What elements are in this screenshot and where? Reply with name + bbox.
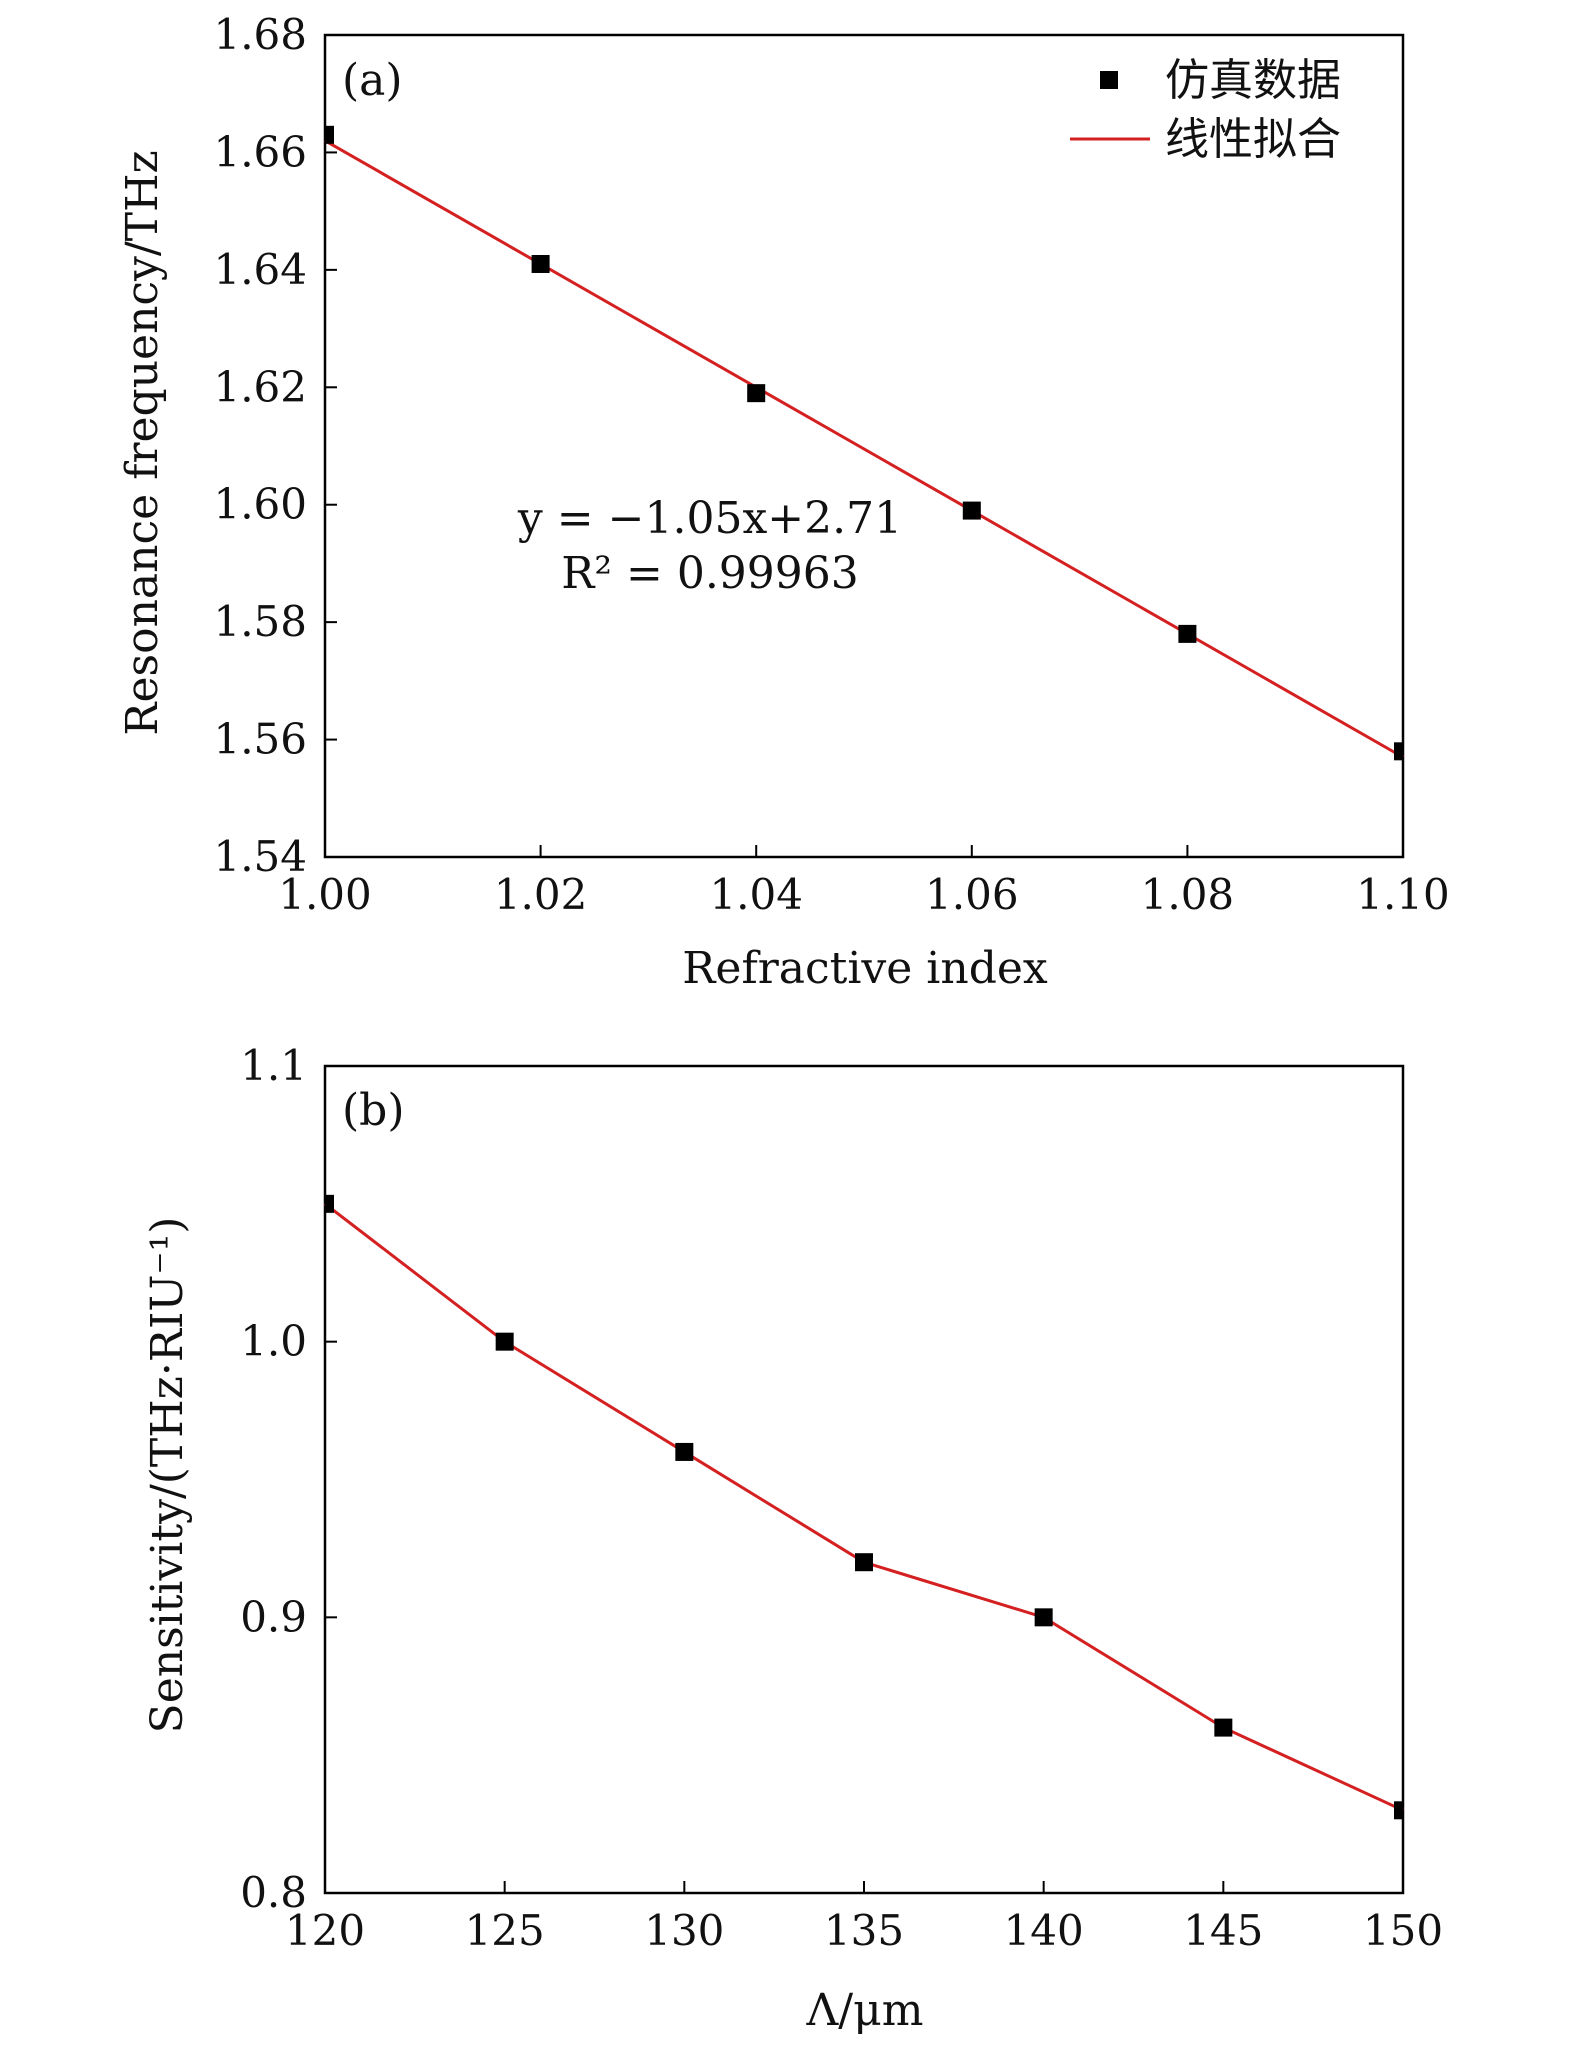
panel-b-x-tick-label: 150 xyxy=(1363,1906,1443,1955)
fit-equation: y = −1.05x+2.71 xyxy=(517,493,902,544)
panel-b-y-axis-title: Sensitivity/(THz·RIU⁻¹) xyxy=(142,1217,193,1734)
panel-a-y-tick-label: 1.54 xyxy=(213,832,307,881)
panel-a-x-tick-label: 1.00 xyxy=(278,870,372,919)
panel-b-x-tick-label: 140 xyxy=(1004,1906,1084,1955)
panel-a-y-tick-label: 1.64 xyxy=(213,245,307,294)
panel-a-y-tick-label: 1.66 xyxy=(213,127,307,176)
legend-label-fit: 线性拟合 xyxy=(1165,114,1341,165)
panel-a-data-point xyxy=(747,384,766,403)
chart-marks: 1.00 1.02 1.04 1.06 1.08 1.10 1.54 1.56 1.58 1.60… xyxy=(213,10,1449,1955)
panel-a-data-point xyxy=(962,501,981,520)
panel-a-y-tick-label: 1.56 xyxy=(213,715,307,764)
panel-a-fit-line xyxy=(324,139,1404,759)
panel-b-y-tick-label: 1.0 xyxy=(240,1317,307,1366)
panel-b-y-tick-label: 1.1 xyxy=(240,1041,307,1090)
panel-a-x-tick-label: 1.10 xyxy=(1356,870,1450,919)
panel-a-x-tick-label: 1.06 xyxy=(925,870,1019,919)
panel-b-x-tick-label: 125 xyxy=(465,1906,545,1955)
panel-a-x-tick-label: 1.08 xyxy=(1141,870,1235,919)
panel-b-x-tick-label: 145 xyxy=(1183,1906,1263,1955)
panel-b-label: (b) xyxy=(342,1085,405,1136)
panel-a-label: (a) xyxy=(342,55,403,106)
panel-a-y-tick-label: 1.58 xyxy=(213,597,307,646)
panel-b-data-point xyxy=(855,1553,873,1572)
panel-a-y-tick-label: 1.60 xyxy=(213,480,307,529)
panel-b-data-point xyxy=(1394,1801,1403,1820)
panel-b-data-point xyxy=(675,1442,694,1461)
panel-a-data-point xyxy=(531,254,550,273)
panel-a-x-axis-title: Refractive index xyxy=(682,943,1048,994)
panel-a-data-point xyxy=(1178,624,1197,643)
panel-b-y-tick-label: 0.8 xyxy=(240,1868,307,1917)
panel-b-x-tick-label: 120 xyxy=(285,1906,365,1955)
panel-a-x-tick-label: 1.02 xyxy=(494,870,588,919)
panel-b-data-point xyxy=(1034,1608,1053,1627)
panel-a-data-point xyxy=(1394,742,1403,761)
panel-a-x-tick-label: 1.04 xyxy=(709,870,803,919)
panel-b-data-point xyxy=(1214,1718,1233,1737)
legend-label-simulation: 仿真数据 xyxy=(1165,55,1341,106)
panel-a-data-point xyxy=(325,125,334,144)
panel-b-x-tick-label: 130 xyxy=(644,1906,724,1955)
panel-b-data-point xyxy=(325,1194,334,1213)
panel-a-plot-frame xyxy=(323,33,1405,859)
legend: 仿真数据 线性拟合 xyxy=(1070,55,1341,165)
panel-b-data-point xyxy=(495,1332,514,1351)
panel-a-y-axis-title: Resonance frequency/THz xyxy=(117,150,168,735)
panel-b: (b) Λ/μm Sensitivity/(THz·RIU⁻¹) xyxy=(142,1085,923,2036)
panel-b-series-line xyxy=(324,1202,1404,1812)
panel-b-x-tick-label: 135 xyxy=(824,1906,904,1955)
panel-a: (a) Refractive index Resonance frequency… xyxy=(117,55,1341,994)
legend-marker-simulation xyxy=(1100,71,1118,89)
panel-a-y-tick-label: 1.62 xyxy=(213,362,307,411)
panel-b-x-axis-title: Λ/μm xyxy=(806,1985,924,2036)
panel-b-y-tick-label: 0.9 xyxy=(240,1592,307,1641)
fit-r-squared: R² = 0.99963 xyxy=(561,548,859,599)
panel-b-plot-frame xyxy=(323,1064,1405,1895)
panel-a-y-tick-label: 1.68 xyxy=(213,10,307,59)
